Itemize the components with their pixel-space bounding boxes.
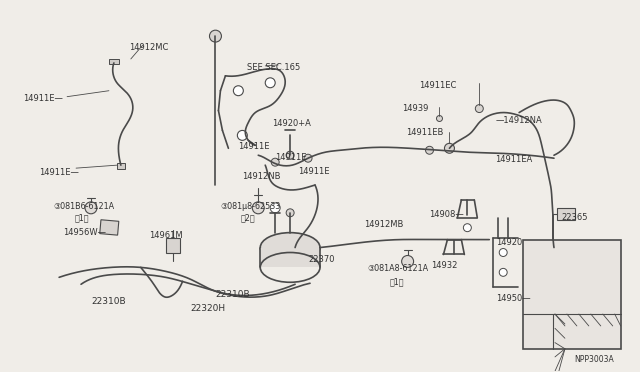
Text: SEE SEC.165: SEE SEC.165	[247, 63, 301, 72]
Text: 14912MC: 14912MC	[129, 43, 168, 52]
Text: ③081A8-6121A: ③081A8-6121A	[368, 264, 429, 273]
Text: 14911E: 14911E	[298, 167, 330, 176]
Circle shape	[499, 268, 507, 276]
Circle shape	[209, 30, 221, 42]
Text: 14911E: 14911E	[238, 142, 270, 151]
Text: —14912NA: —14912NA	[495, 116, 542, 125]
Text: （2）: （2）	[241, 214, 255, 223]
Text: 14911EB: 14911EB	[406, 128, 443, 137]
Text: 14920+A: 14920+A	[272, 119, 311, 128]
Circle shape	[426, 146, 433, 154]
Text: 14939: 14939	[402, 104, 428, 113]
Circle shape	[271, 158, 279, 166]
Circle shape	[476, 105, 483, 113]
Bar	[523, 240, 621, 349]
Circle shape	[286, 209, 294, 217]
Text: 14911E: 14911E	[275, 153, 307, 162]
Text: 14911E—: 14911E—	[23, 94, 63, 103]
Text: ③081B6-6121A: ③081B6-6121A	[53, 202, 115, 211]
Bar	[557, 208, 575, 220]
Bar	[166, 238, 180, 253]
Text: 14911EA: 14911EA	[495, 155, 532, 164]
Circle shape	[402, 256, 413, 267]
Text: 22310B: 22310B	[91, 297, 125, 306]
Bar	[109, 59, 119, 64]
Text: 14908—: 14908—	[429, 210, 464, 219]
Text: ③081µ8-62533: ③081µ8-62533	[220, 202, 281, 211]
Text: 22310B: 22310B	[216, 290, 250, 299]
Circle shape	[463, 224, 471, 232]
Circle shape	[237, 131, 247, 140]
Text: 14912MB: 14912MB	[364, 220, 403, 229]
Circle shape	[444, 143, 454, 153]
Text: 14912NB: 14912NB	[243, 172, 281, 181]
Bar	[260, 247, 320, 267]
Ellipse shape	[260, 232, 320, 262]
Bar	[100, 220, 119, 235]
Circle shape	[499, 248, 507, 256]
Text: 22320H: 22320H	[191, 304, 226, 313]
Circle shape	[270, 203, 280, 213]
Circle shape	[286, 151, 294, 159]
Text: （1）: （1）	[390, 277, 404, 286]
Circle shape	[265, 78, 275, 88]
Text: 14932: 14932	[431, 262, 458, 270]
Circle shape	[85, 202, 97, 214]
Circle shape	[234, 86, 243, 96]
Circle shape	[252, 202, 264, 214]
Text: 14950—: 14950—	[496, 294, 531, 303]
Circle shape	[304, 154, 312, 162]
Text: 14961M: 14961M	[148, 231, 182, 240]
Text: 14920: 14920	[496, 238, 522, 247]
Text: 14911EC: 14911EC	[420, 81, 457, 90]
Text: NPP3003A: NPP3003A	[574, 355, 614, 364]
Circle shape	[436, 116, 442, 122]
Text: （1）: （1）	[75, 214, 90, 223]
Text: 22370: 22370	[308, 256, 335, 264]
Text: 14956W—: 14956W—	[63, 228, 106, 237]
Bar	[117, 163, 125, 169]
Text: 22365: 22365	[561, 213, 588, 222]
Text: 14911E—: 14911E—	[39, 168, 79, 177]
